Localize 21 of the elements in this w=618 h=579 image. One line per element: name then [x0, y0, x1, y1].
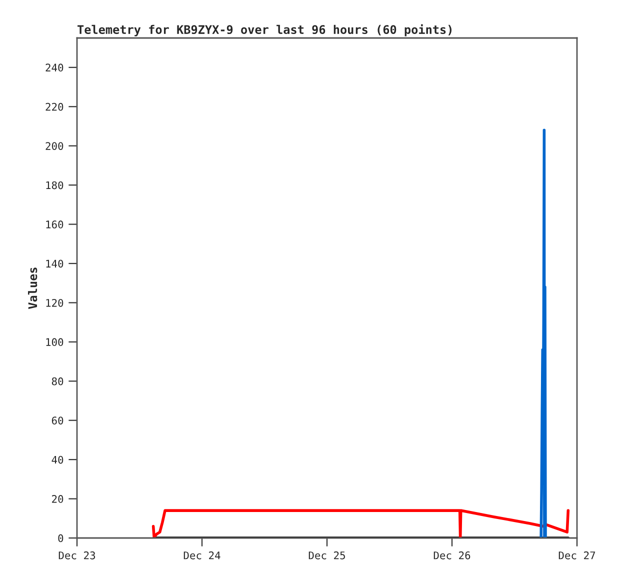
y-axis-title: Values [28, 268, 38, 309]
y-tick-label: 200 [46, 142, 64, 150]
y-tick-label: 160 [46, 220, 64, 228]
y-tick-label: 40 [52, 456, 64, 464]
y-tick-label: 140 [46, 260, 64, 268]
y-tick-label: 20 [52, 495, 64, 503]
y-tick-label: 0 [58, 534, 64, 542]
y-tick-label: 180 [46, 181, 64, 190]
y-tick-label: 60 [52, 416, 64, 424]
x-tick-label: Dec 24 [184, 551, 220, 560]
line-series [540, 128, 547, 538]
y-tick-label: 100 [46, 338, 64, 346]
x-tick-label: Dec 23 [58, 551, 96, 560]
y-tick-label: 220 [46, 102, 64, 111]
x-tick-label: Dec 26 [434, 551, 470, 560]
chart-title: Telemetry for KB9ZYX-9 over last 96 hours (60 points) [78, 24, 452, 36]
y-tick-label: 240 [46, 64, 64, 72]
y-tick-label: 80 [52, 377, 64, 386]
y-tick-label: 120 [46, 298, 64, 307]
x-tick-label: Dec 27 [558, 551, 596, 560]
x-tick-label: Dec 25 [308, 551, 345, 560]
